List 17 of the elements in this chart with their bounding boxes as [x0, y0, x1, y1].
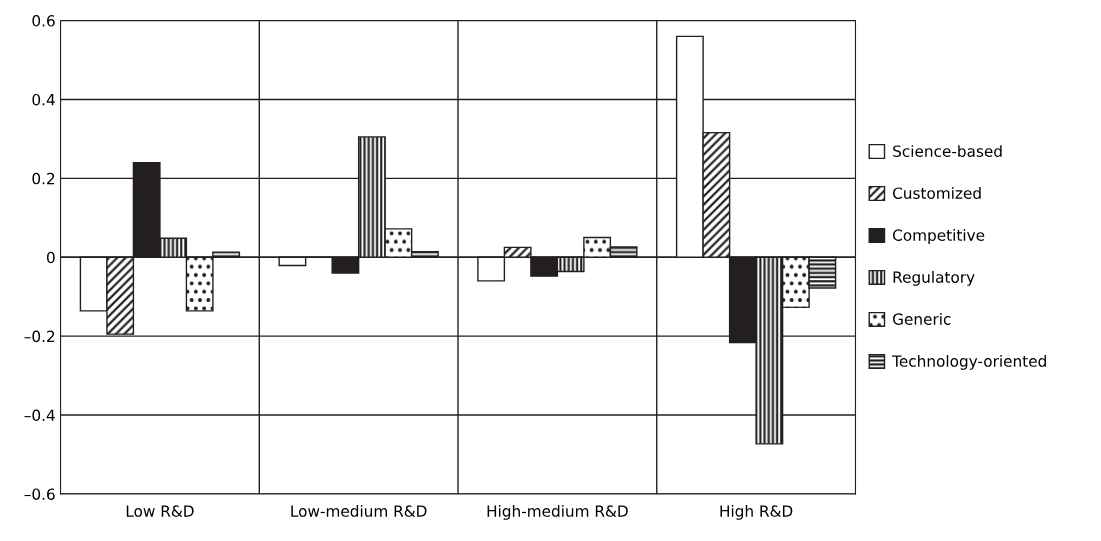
y-tick-label: 0: [46, 251, 55, 264]
legend-label: Technology-oriented: [892, 355, 1046, 370]
y-tick-label: 0.2: [32, 172, 55, 185]
y-tick-label: 0.4: [32, 93, 55, 106]
legend-label: Competitive: [893, 229, 985, 244]
legend-label: Customized: [893, 187, 981, 199]
x-tick-label: High-medium R&D: [487, 505, 628, 520]
x-tick-label: Low R&D: [126, 505, 194, 517]
legend-label: Science-based: [893, 145, 1002, 157]
y-tick-label: –0.6: [24, 488, 55, 500]
x-tick-label: Low-medium R&D: [291, 505, 427, 517]
y-tick-label: –0.4: [24, 409, 55, 422]
x-tick-label: High R&D: [720, 505, 793, 520]
legend-label: Generic: [893, 313, 951, 325]
legend-label: Regulatory: [893, 271, 975, 286]
y-tick-label: 0.6: [32, 15, 55, 27]
y-tick-label: –0.2: [24, 330, 55, 343]
